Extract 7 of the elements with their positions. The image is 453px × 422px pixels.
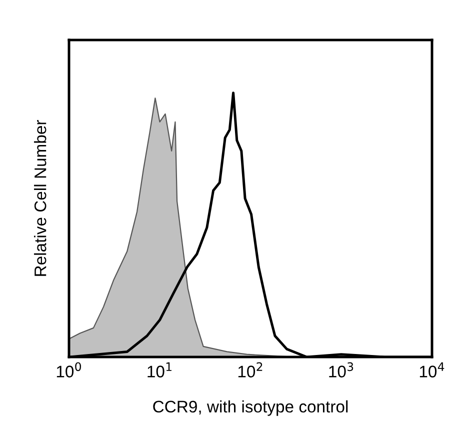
x-tick-label: 10$^{0}$ [56, 362, 82, 378]
x-tick-label: 10$^{4}$ [420, 362, 444, 378]
y-axis-title: Relative Cell Number [34, 120, 46, 276]
x-tick-label: 10$^{2}$ [238, 362, 262, 378]
x-axis-title: CCR9, with isotype control [153, 400, 348, 416]
x-tick-label: 10$^{3}$ [329, 362, 354, 378]
x-tick-label: 10$^{1}$ [148, 362, 172, 378]
